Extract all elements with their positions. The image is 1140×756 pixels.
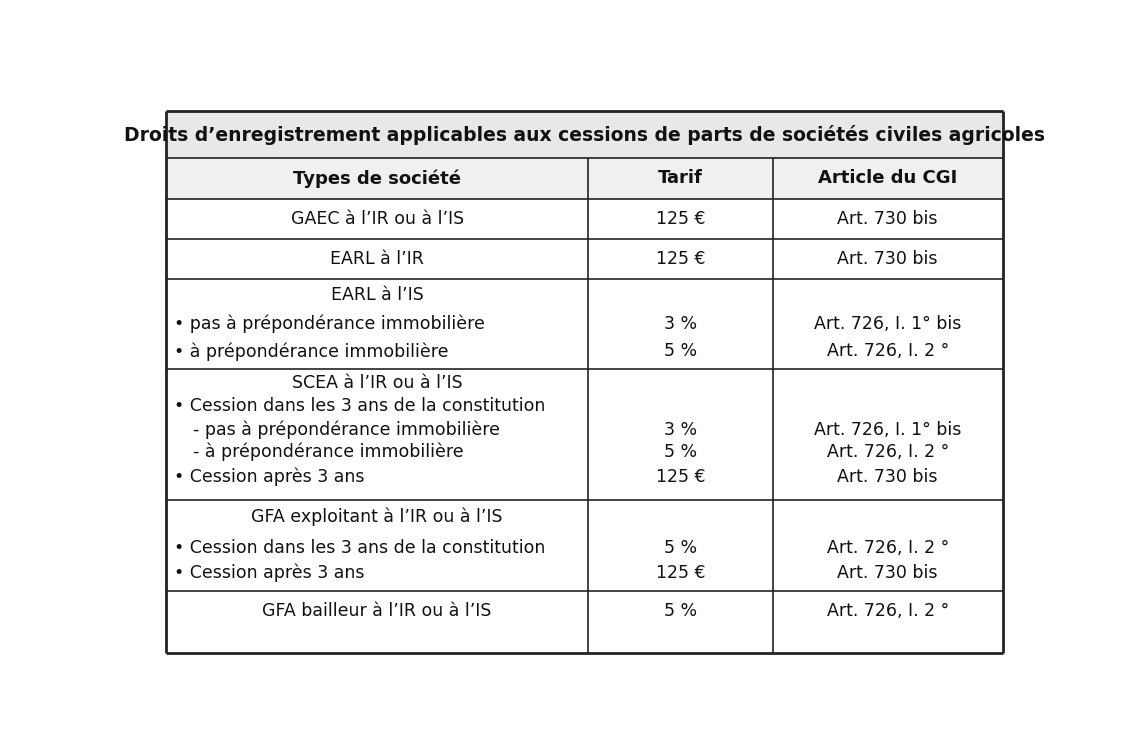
Text: Art. 730 bis: Art. 730 bis: [838, 209, 938, 228]
Bar: [165, 500, 1003, 591]
Text: SCEA à l’IR ou à l’IS: SCEA à l’IR ou à l’IS: [292, 373, 463, 392]
Text: Art. 730 bis: Art. 730 bis: [838, 564, 938, 582]
Text: 5 %: 5 %: [663, 538, 697, 556]
Text: - à prépondérance immobilière: - à prépondérance immobilière: [193, 443, 464, 461]
Text: Art. 726, I. 1° bis: Art. 726, I. 1° bis: [814, 420, 961, 438]
Text: EARL à l’IS: EARL à l’IS: [331, 286, 423, 304]
Text: EARL à l’IR: EARL à l’IR: [331, 249, 424, 268]
Bar: [165, 591, 1003, 631]
Text: GFA bailleur à l’IR ou à l’IS: GFA bailleur à l’IR ou à l’IS: [262, 603, 491, 620]
Text: 125 €: 125 €: [656, 249, 706, 268]
Text: 125 €: 125 €: [656, 564, 706, 582]
Text: 3 %: 3 %: [663, 315, 697, 333]
Text: • pas à prépondérance immobilière: • pas à prépondérance immobilière: [173, 314, 484, 333]
Text: Tarif: Tarif: [658, 169, 703, 187]
Text: Art. 730 bis: Art. 730 bis: [838, 468, 938, 486]
Bar: [165, 279, 1003, 370]
Text: Art. 726, I. 2 °: Art. 726, I. 2 °: [826, 443, 948, 461]
Text: • Cession dans les 3 ans de la constitution: • Cession dans les 3 ans de la constitut…: [173, 397, 545, 415]
Text: Article du CGI: Article du CGI: [819, 169, 958, 187]
Text: - pas à prépondérance immobilière: - pas à prépondérance immobilière: [193, 420, 499, 439]
Bar: [165, 110, 1003, 159]
Text: • Cession après 3 ans: • Cession après 3 ans: [173, 467, 364, 486]
Text: Art. 730 bis: Art. 730 bis: [838, 249, 938, 268]
Text: 125 €: 125 €: [656, 468, 706, 486]
Bar: [165, 239, 1003, 279]
Text: 5 %: 5 %: [663, 342, 697, 361]
Text: 3 %: 3 %: [663, 420, 697, 438]
Text: Types de société: Types de société: [293, 169, 461, 187]
Text: Droits d’enregistrement applicables aux cessions de parts de sociétés civiles ag: Droits d’enregistrement applicables aux …: [124, 125, 1044, 144]
Text: GFA exploitant à l’IR ou à l’IS: GFA exploitant à l’IR ou à l’IS: [251, 507, 503, 526]
Text: Art. 726, I. 1° bis: Art. 726, I. 1° bis: [814, 315, 961, 333]
Text: Art. 726, I. 2 °: Art. 726, I. 2 °: [826, 603, 948, 620]
Text: • Cession après 3 ans: • Cession après 3 ans: [173, 564, 364, 582]
Text: 125 €: 125 €: [656, 209, 706, 228]
Text: 5 %: 5 %: [663, 603, 697, 620]
Bar: [165, 199, 1003, 239]
Text: 5 %: 5 %: [663, 443, 697, 461]
Bar: [165, 370, 1003, 500]
Bar: [165, 159, 1003, 199]
Text: Art. 726, I. 2 °: Art. 726, I. 2 °: [826, 342, 948, 361]
Text: Art. 726, I. 2 °: Art. 726, I. 2 °: [826, 538, 948, 556]
Text: • à prépondérance immobilière: • à prépondérance immobilière: [173, 342, 448, 361]
Text: GAEC à l’IR ou à l’IS: GAEC à l’IR ou à l’IS: [291, 209, 464, 228]
Text: • Cession dans les 3 ans de la constitution: • Cession dans les 3 ans de la constitut…: [173, 538, 545, 556]
